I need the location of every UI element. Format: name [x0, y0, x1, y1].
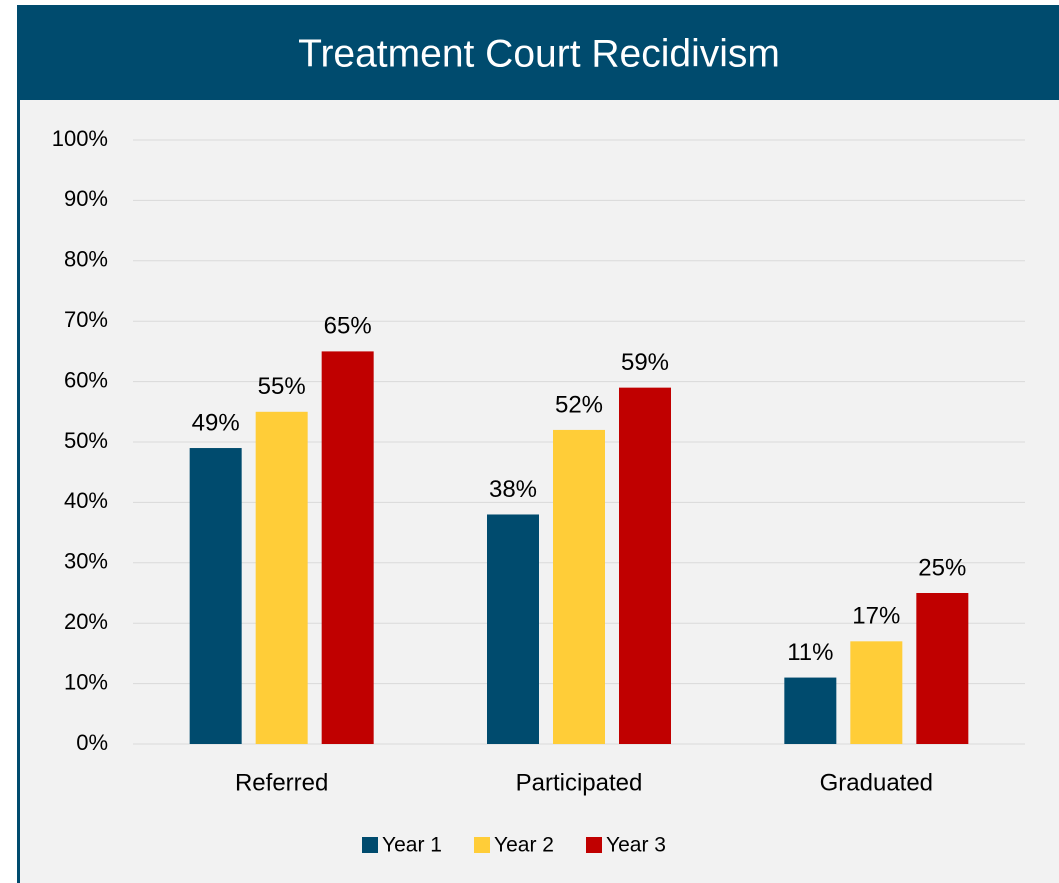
- legend-swatch: [474, 837, 490, 853]
- y-tick-label: 50%: [64, 428, 108, 453]
- y-tick-label: 10%: [64, 669, 108, 694]
- data-label: 65%: [324, 313, 372, 340]
- data-label: 17%: [852, 603, 900, 630]
- x-tick-label: Participated: [516, 769, 643, 796]
- y-tick-label: 60%: [64, 367, 108, 392]
- title-banner: [17, 5, 1059, 100]
- bar: [916, 593, 969, 744]
- y-tick-label: 80%: [64, 247, 108, 272]
- chart-background: [19, 5, 1059, 883]
- y-tick-label: 0%: [76, 730, 108, 755]
- bar: [321, 351, 374, 744]
- bar: [850, 641, 903, 744]
- y-tick-label: 70%: [64, 307, 108, 332]
- data-label: 38%: [489, 476, 537, 503]
- chart-title: Treatment Court Recidivism: [298, 32, 780, 75]
- legend-swatch: [586, 837, 602, 853]
- y-tick-label: 20%: [64, 609, 108, 634]
- data-label: 55%: [258, 373, 306, 400]
- x-tick-label: Graduated: [820, 769, 933, 796]
- bar: [189, 448, 242, 744]
- legend-label: Year 1: [382, 834, 442, 857]
- legend-label: Year 2: [494, 834, 554, 857]
- data-label: 25%: [918, 554, 966, 581]
- data-label: 11%: [787, 639, 833, 666]
- y-tick-label: 30%: [64, 549, 108, 574]
- data-label: 59%: [621, 349, 669, 376]
- bar: [553, 429, 605, 744]
- bar: [784, 677, 837, 744]
- x-tick-label: Referred: [235, 769, 328, 796]
- bar: [255, 411, 308, 744]
- y-tick-label: 100%: [52, 126, 108, 151]
- y-tick-label: 90%: [64, 186, 108, 211]
- y-tick-label: 40%: [64, 488, 108, 513]
- legend-swatch: [362, 837, 378, 853]
- data-label: 49%: [192, 409, 240, 436]
- bar: [487, 514, 539, 744]
- chart-border: [17, 5, 20, 883]
- legend-label: Year 3: [606, 834, 666, 857]
- data-label: 52%: [555, 391, 603, 418]
- bar: [619, 387, 671, 744]
